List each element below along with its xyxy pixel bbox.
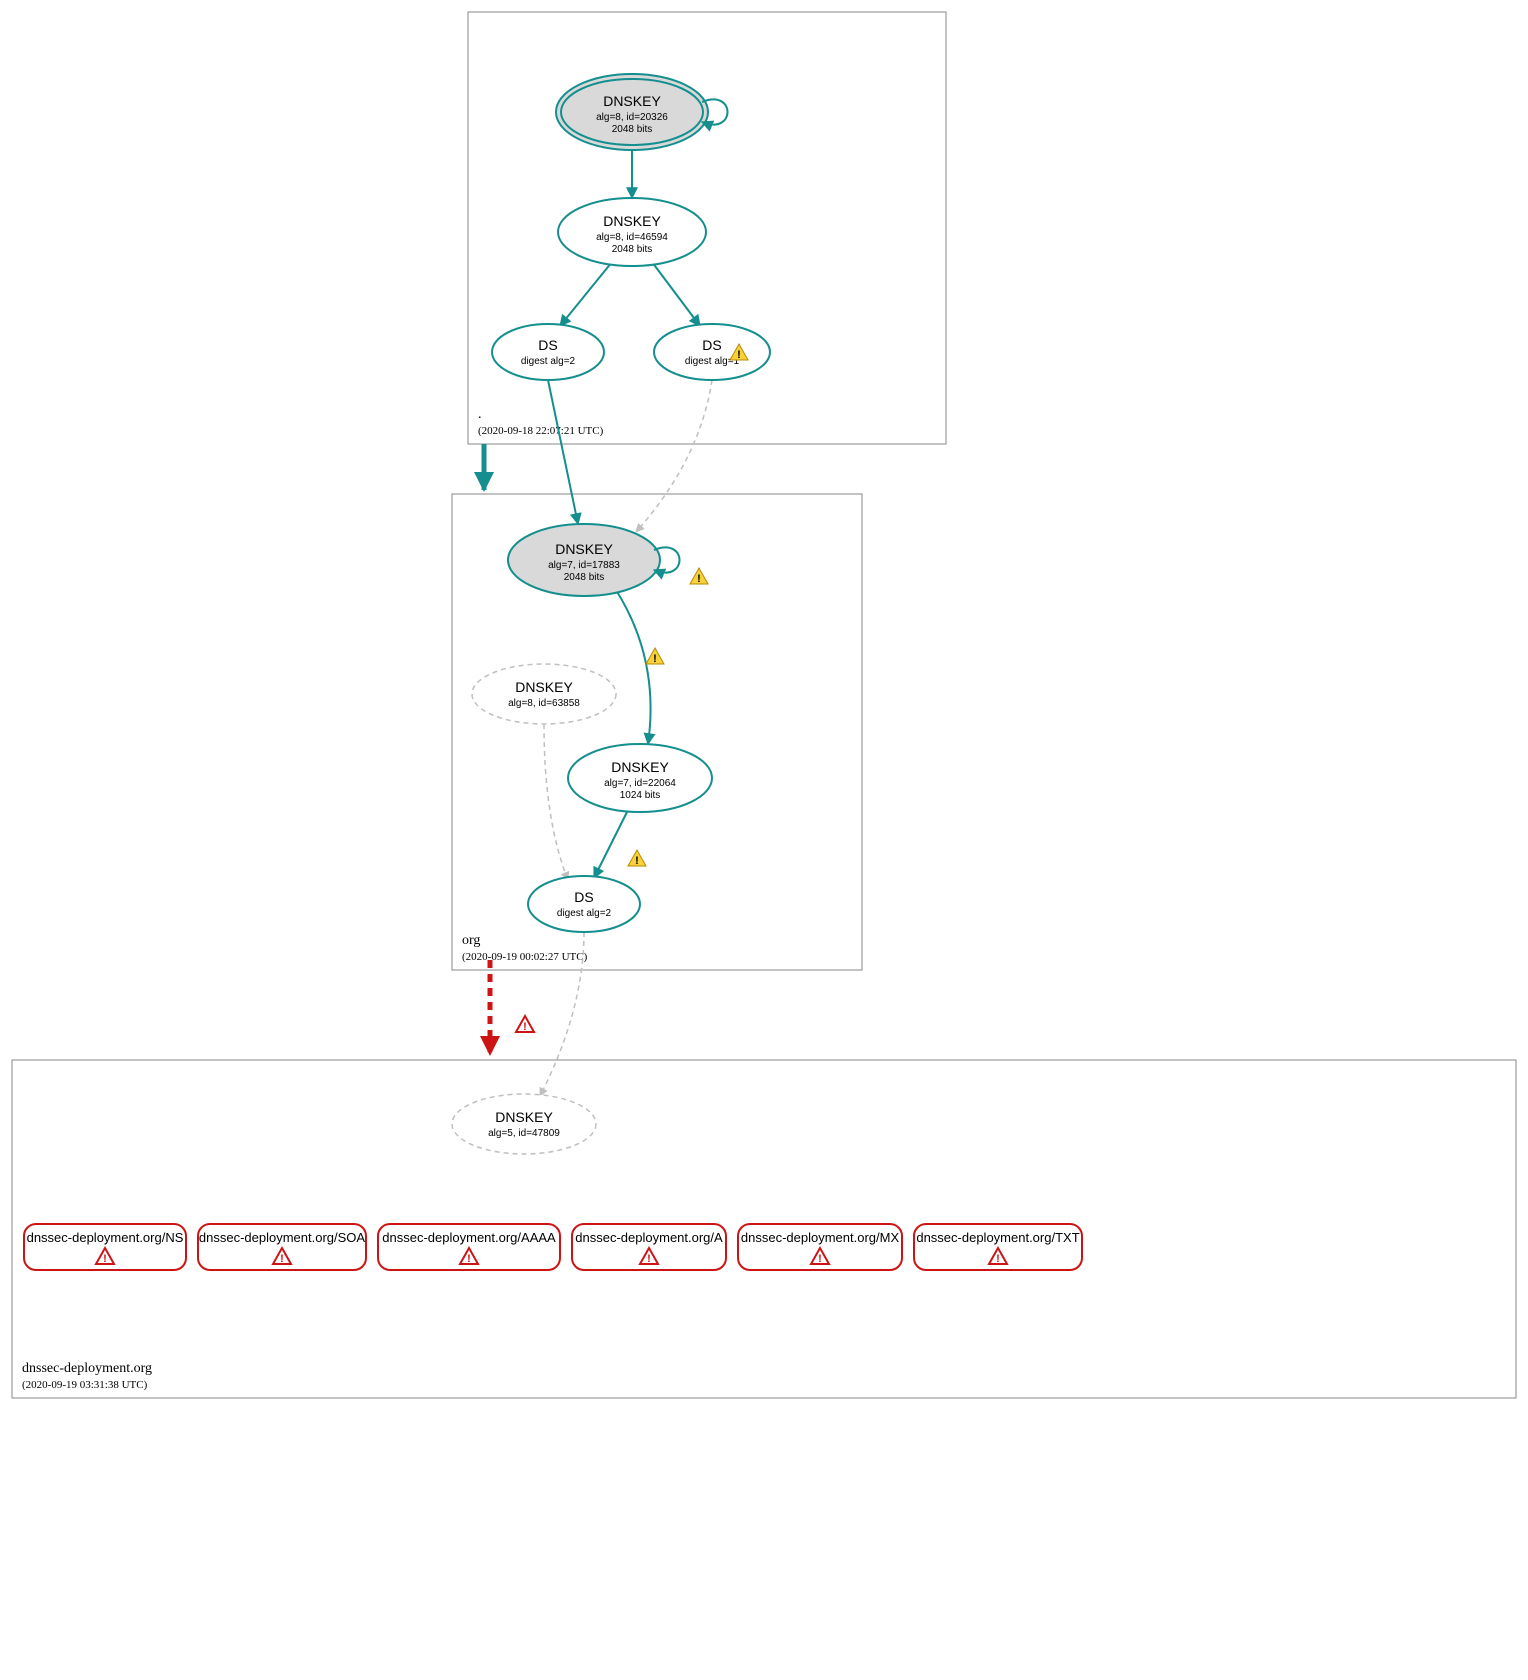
edge [636, 380, 712, 532]
edge [548, 380, 578, 524]
record-box: dnssec-deployment.org/AAAA! [378, 1224, 560, 1270]
svg-text:(2020-09-18 22:07:21 UTC): (2020-09-18 22:07:21 UTC) [478, 425, 604, 437]
record-box: dnssec-deployment.org/A! [572, 1224, 726, 1270]
node-root-zsk: DNSKEY alg=8, id=465942048 bits [558, 198, 706, 266]
node-root-ds2: DSdigest alg=1! [654, 324, 770, 380]
node-root-ds1: DS digest alg=2 [492, 324, 604, 380]
record-box: dnssec-deployment.org/TXT! [914, 1224, 1082, 1270]
svg-text:!: ! [737, 349, 741, 361]
edge: ! [594, 810, 646, 878]
svg-text:dnssec-deployment.org/AAAA: dnssec-deployment.org/AAAA [382, 1230, 556, 1245]
svg-text:!: ! [653, 653, 657, 665]
svg-text:org: org [462, 933, 480, 948]
svg-text:!: ! [697, 573, 701, 585]
svg-text:!: ! [103, 1253, 107, 1265]
svg-text:!: ! [523, 1021, 527, 1033]
svg-text:(2020-09-19 03:31:38 UTC): (2020-09-19 03:31:38 UTC) [22, 1379, 148, 1391]
svg-text:alg=7, id=17883: alg=7, id=17883 [548, 560, 620, 571]
svg-text:.: . [478, 407, 482, 422]
record-box: dnssec-deployment.org/MX! [738, 1224, 902, 1270]
svg-text:!: ! [818, 1253, 822, 1265]
record-box: dnssec-deployment.org/SOA! [198, 1224, 366, 1270]
svg-text:dnssec-deployment.org/A: dnssec-deployment.org/A [575, 1230, 723, 1245]
svg-text:1024 bits: 1024 bits [620, 790, 661, 801]
svg-text:DNSKEY: DNSKEY [515, 679, 573, 695]
node-domain-dnskey: DNSKEY alg=5, id=47809 [452, 1094, 596, 1154]
svg-text:dnssec-deployment.org/MX: dnssec-deployment.org/MX [741, 1230, 900, 1245]
svg-text:2048 bits: 2048 bits [612, 244, 653, 255]
svg-text:alg=8, id=20326: alg=8, id=20326 [596, 112, 668, 123]
node-root-ksk: DNSKEY alg=8, id=203262048 bits [556, 74, 728, 150]
svg-text:alg=7, id=22064: alg=7, id=22064 [604, 778, 676, 789]
svg-text:DNSKEY: DNSKEY [495, 1109, 553, 1125]
svg-text:!: ! [467, 1253, 471, 1265]
svg-text:!: ! [635, 855, 639, 867]
svg-text:DNSKEY: DNSKEY [555, 541, 613, 557]
svg-text:!: ! [996, 1253, 1000, 1265]
svg-text:DS: DS [538, 337, 557, 353]
svg-text:alg=8, id=63858: alg=8, id=63858 [508, 698, 580, 709]
edge: ! [616, 590, 664, 744]
svg-text:!: ! [647, 1253, 651, 1265]
edge [652, 262, 700, 326]
svg-text:digest alg=2: digest alg=2 [557, 908, 612, 919]
svg-text:alg=5, id=47809: alg=5, id=47809 [488, 1128, 560, 1139]
node-org-ksk: DNSKEY alg=7, id=178832048 bits! [508, 524, 708, 596]
svg-text:alg=8, id=46594: alg=8, id=46594 [596, 232, 668, 243]
svg-text:DNSKEY: DNSKEY [611, 759, 669, 775]
svg-text:digest alg=2: digest alg=2 [521, 356, 576, 367]
svg-text:(2020-09-19 00:02:27 UTC): (2020-09-19 00:02:27 UTC) [462, 951, 588, 963]
svg-text:dnssec-deployment.org/TXT: dnssec-deployment.org/TXT [916, 1230, 1079, 1245]
node-org-dnskey-dashed: DNSKEY alg=8, id=63858 [472, 664, 616, 724]
svg-text:dnssec-deployment.org: dnssec-deployment.org [22, 1361, 152, 1376]
svg-text:!: ! [280, 1253, 284, 1265]
svg-text:DS: DS [702, 337, 721, 353]
svg-text:2048 bits: 2048 bits [564, 572, 605, 583]
svg-text:dnssec-deployment.org/NS: dnssec-deployment.org/NS [27, 1230, 184, 1245]
edge [544, 724, 568, 880]
node-org-ds: DS digest alg=2 [528, 876, 640, 932]
svg-text:DNSKEY: DNSKEY [603, 93, 661, 109]
edge [560, 262, 612, 326]
node-org-zsk: DNSKEY alg=7, id=220641024 bits [568, 744, 712, 812]
edge: ! [490, 960, 534, 1054]
svg-text:DS: DS [574, 889, 593, 905]
svg-text:dnssec-deployment.org/SOA: dnssec-deployment.org/SOA [199, 1230, 366, 1245]
record-box: dnssec-deployment.org/NS! [24, 1224, 186, 1270]
svg-text:2048 bits: 2048 bits [612, 124, 653, 135]
svg-text:DNSKEY: DNSKEY [603, 213, 661, 229]
